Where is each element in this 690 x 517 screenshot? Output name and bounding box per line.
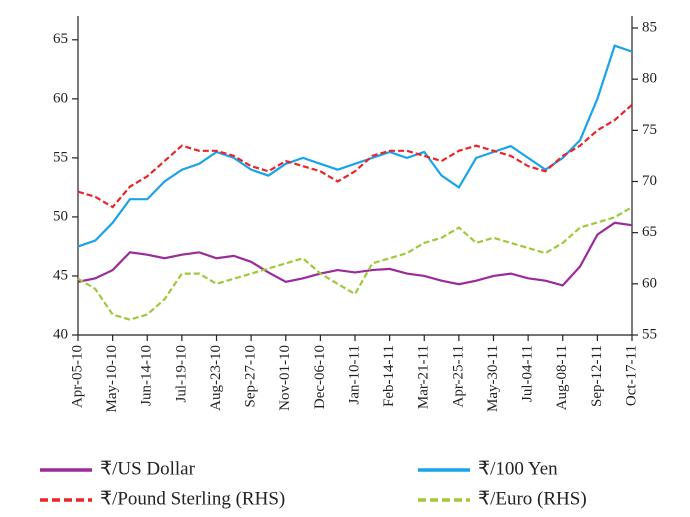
x-tick-label: Oct-17-11: [623, 345, 639, 406]
y2-tick-label: 60: [642, 275, 657, 291]
y2-tick-label: 70: [642, 173, 657, 189]
y2-tick-label: 80: [642, 71, 657, 87]
legend-label: ₹/100 Yen: [478, 458, 558, 479]
x-tick-label: Dec-06-10: [312, 345, 328, 409]
y-tick-label: 65: [53, 31, 68, 47]
x-tick-label: Jan-10-11: [346, 345, 362, 404]
y-tick-label: 40: [53, 326, 68, 342]
x-tick-label: Sep-27-10: [243, 345, 259, 408]
x-tick-label: Aug-23-10: [208, 345, 224, 411]
legend-label: ₹/US Dollar: [100, 458, 196, 479]
series-line: [77, 103, 633, 209]
y-tick-label: 50: [53, 208, 68, 224]
series-line: [77, 221, 633, 287]
x-tick-label: Aug-08-11: [554, 345, 570, 410]
x-tick-label: Jul-04-11: [520, 345, 536, 402]
x-tick-label: May-10-10: [104, 345, 120, 413]
y-tick-label: 60: [53, 90, 68, 106]
y-tick-label: 45: [53, 267, 68, 283]
y2-tick-label: 65: [642, 224, 657, 240]
legend-label: ₹/Euro (RHS): [478, 488, 587, 509]
x-tick-label: Feb-14-11: [381, 345, 397, 407]
x-tick-label: Jun-14-10: [139, 345, 155, 406]
series-line: [77, 206, 633, 321]
y2-tick-label: 75: [642, 122, 657, 138]
series-line: [77, 44, 633, 248]
x-tick-label: May-30-11: [485, 345, 501, 412]
axis-frame: [77, 16, 633, 336]
y2-tick-label: 85: [642, 19, 657, 35]
y2-tick-label: 55: [642, 326, 657, 342]
x-tick-label: Apr-05-10: [69, 345, 85, 408]
x-tick-label: Mar-21-11: [416, 345, 432, 409]
legend-label: ₹/Pound Sterling (RHS): [100, 488, 285, 509]
x-tick-label: Nov-01-10: [277, 345, 293, 411]
y-tick-label: 55: [53, 149, 68, 165]
x-tick-label: Apr-25-11: [450, 345, 466, 407]
x-tick-label: Sep-12-11: [589, 345, 605, 407]
x-tick-label: Jul-19-10: [173, 345, 189, 403]
